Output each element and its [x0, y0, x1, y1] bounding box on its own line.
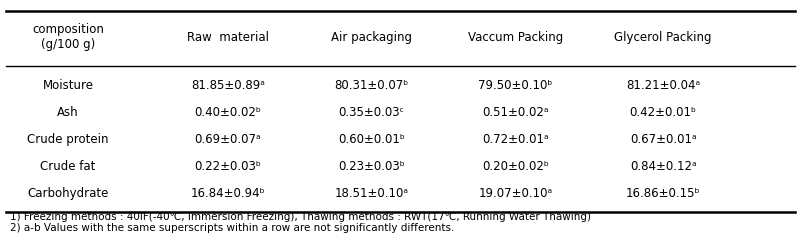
- Text: 0.35±0.03ᶜ: 0.35±0.03ᶜ: [339, 106, 404, 119]
- Text: 81.85±0.89ᵃ: 81.85±0.89ᵃ: [191, 79, 264, 92]
- Text: 0.22±0.03ᵇ: 0.22±0.03ᵇ: [194, 160, 261, 173]
- Text: Glycerol Packing: Glycerol Packing: [614, 31, 712, 44]
- Text: 1) Freezing methods : 40IF(-40℃, Immersion Freezing), Thawing methods : RWT(17℃,: 1) Freezing methods : 40IF(-40℃, Immersi…: [10, 212, 591, 222]
- Text: 18.51±0.10ᵃ: 18.51±0.10ᵃ: [335, 186, 408, 200]
- Text: Crude protein: Crude protein: [27, 133, 109, 146]
- Text: Vaccum Packing: Vaccum Packing: [467, 31, 563, 44]
- Text: 16.86±0.15ᵇ: 16.86±0.15ᵇ: [626, 186, 701, 200]
- Text: 19.07±0.10ᵃ: 19.07±0.10ᵃ: [479, 186, 552, 200]
- Text: 79.50±0.10ᵇ: 79.50±0.10ᵇ: [478, 79, 553, 92]
- Text: 0.84±0.12ᵃ: 0.84±0.12ᵃ: [630, 160, 697, 173]
- Text: Air packaging: Air packaging: [331, 31, 412, 44]
- Text: 0.67±0.01ᵃ: 0.67±0.01ᵃ: [630, 133, 697, 146]
- Text: 16.84±0.94ᵇ: 16.84±0.94ᵇ: [190, 186, 265, 200]
- Text: 0.72±0.01ᵃ: 0.72±0.01ᵃ: [482, 133, 549, 146]
- Text: Moisture: Moisture: [42, 79, 93, 92]
- Text: composition
(g/100 g): composition (g/100 g): [32, 23, 104, 51]
- Text: 81.21±0.04ᵃ: 81.21±0.04ᵃ: [626, 79, 700, 92]
- Text: 0.69±0.07ᵃ: 0.69±0.07ᵃ: [194, 133, 261, 146]
- Text: Raw  material: Raw material: [187, 31, 268, 44]
- Text: Carbohydrate: Carbohydrate: [27, 186, 109, 200]
- Text: 80.31±0.07ᵇ: 80.31±0.07ᵇ: [335, 79, 408, 92]
- Text: 0.23±0.03ᵇ: 0.23±0.03ᵇ: [338, 160, 405, 173]
- Text: 0.51±0.02ᵃ: 0.51±0.02ᵃ: [482, 106, 549, 119]
- Text: 0.40±0.02ᵇ: 0.40±0.02ᵇ: [194, 106, 261, 119]
- Text: 0.42±0.01ᵇ: 0.42±0.01ᵇ: [630, 106, 697, 119]
- Text: 0.60±0.01ᵇ: 0.60±0.01ᵇ: [338, 133, 405, 146]
- Text: 0.20±0.02ᵇ: 0.20±0.02ᵇ: [482, 160, 549, 173]
- Text: Crude fat: Crude fat: [40, 160, 96, 173]
- Text: 2) a-b Values with the same superscripts within a row are not significantly diff: 2) a-b Values with the same superscripts…: [10, 223, 455, 233]
- Text: Ash: Ash: [57, 106, 79, 119]
